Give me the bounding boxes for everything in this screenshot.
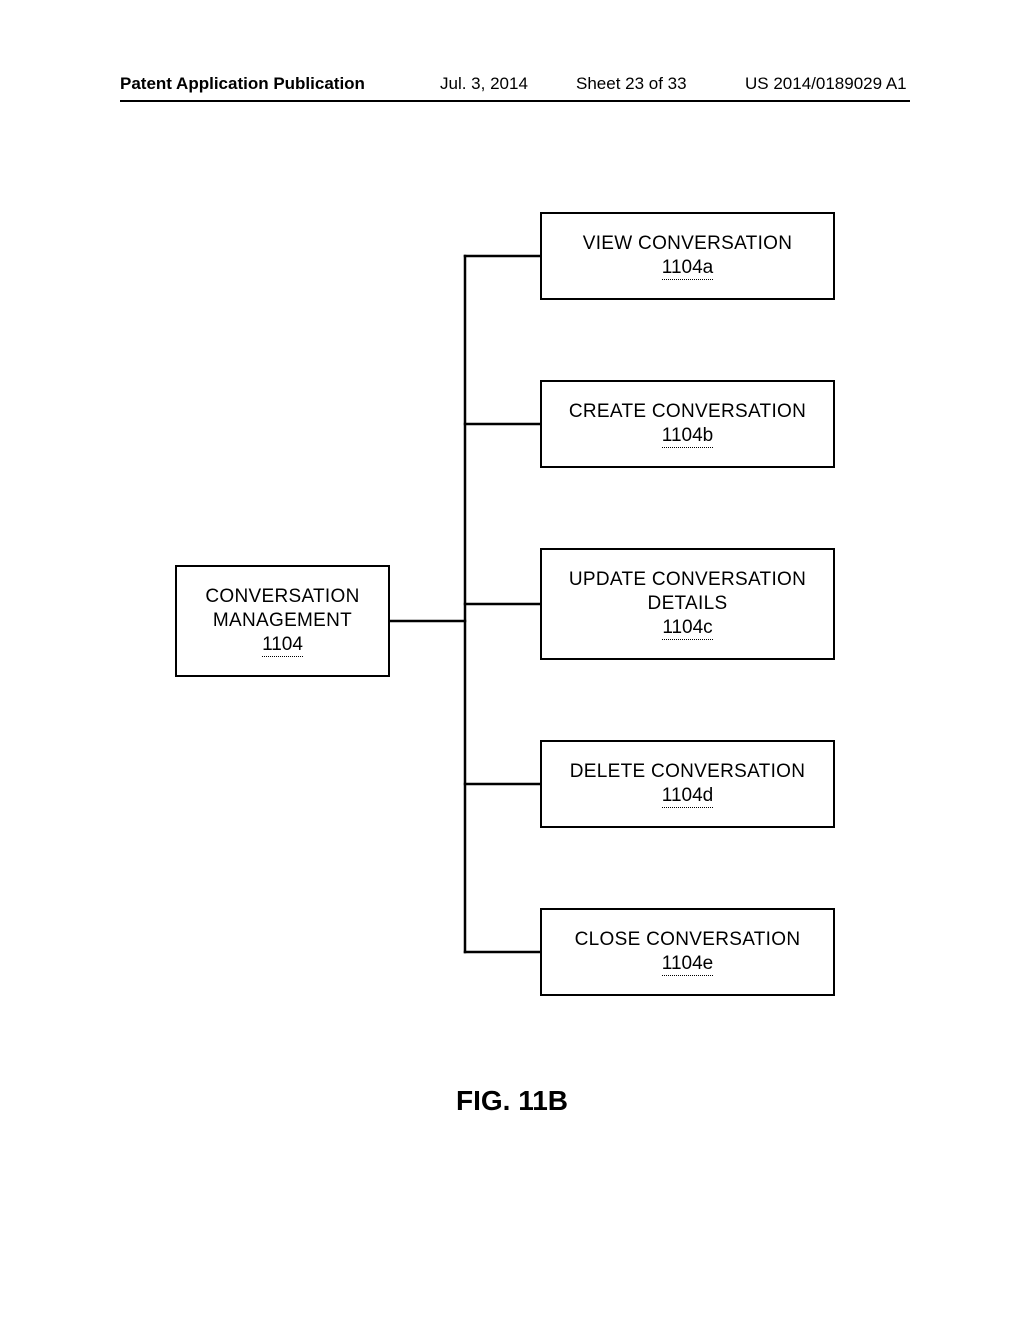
- node-root-title: CONVERSATION MANAGEMENT: [185, 585, 380, 633]
- node-child-2-ref: 1104c: [662, 617, 712, 640]
- header-rule: [120, 100, 910, 102]
- node-child-4-ref: 1104e: [662, 953, 713, 976]
- node-child-0: VIEW CONVERSATION 1104a: [540, 212, 835, 300]
- node-child-1-ref: 1104b: [662, 425, 713, 448]
- node-child-4: CLOSE CONVERSATION 1104e: [540, 908, 835, 996]
- node-child-1-title: CREATE CONVERSATION: [569, 400, 806, 424]
- node-child-0-ref: 1104a: [662, 257, 713, 280]
- node-child-3: DELETE CONVERSATION 1104d: [540, 740, 835, 828]
- node-child-1: CREATE CONVERSATION 1104b: [540, 380, 835, 468]
- figure-label: FIG. 11B: [0, 1085, 1024, 1117]
- node-child-3-ref: 1104d: [662, 785, 713, 808]
- node-child-0-title: VIEW CONVERSATION: [583, 232, 793, 256]
- header-sheet: Sheet 23 of 33: [576, 74, 687, 94]
- node-root: CONVERSATION MANAGEMENT 1104: [175, 565, 390, 677]
- node-child-3-title: DELETE CONVERSATION: [570, 760, 806, 784]
- node-root-ref: 1104: [262, 634, 303, 657]
- header-publication-label: Patent Application Publication: [120, 74, 365, 94]
- node-child-4-title: CLOSE CONVERSATION: [575, 928, 801, 952]
- node-child-2: UPDATE CONVERSATION DETAILS 1104c: [540, 548, 835, 660]
- header-pub-number: US 2014/0189029 A1: [745, 74, 907, 94]
- connector-lines: [0, 0, 1024, 1320]
- node-child-2-title: UPDATE CONVERSATION DETAILS: [550, 568, 825, 616]
- header-date: Jul. 3, 2014: [440, 74, 528, 94]
